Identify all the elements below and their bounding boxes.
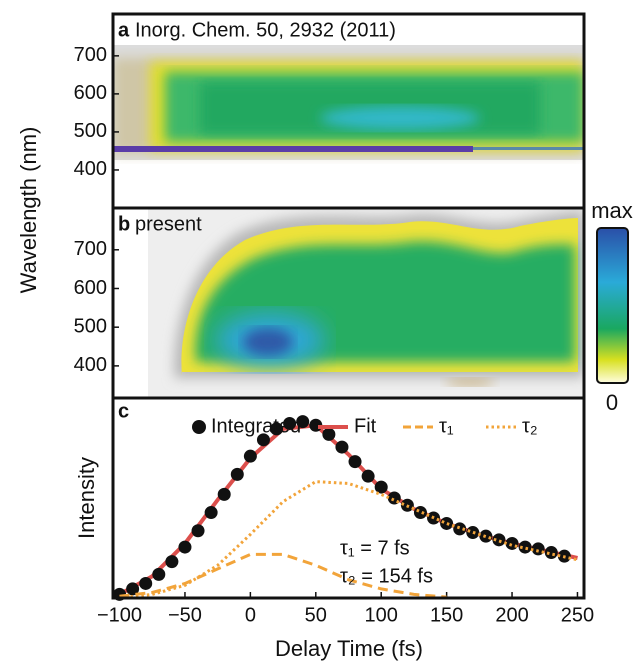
heatmap-a	[113, 45, 584, 160]
x-tick-label: 250	[561, 604, 594, 626]
data-point	[191, 524, 205, 538]
data-point	[453, 522, 467, 536]
legend-label: Integrated	[211, 415, 301, 437]
legend-marker	[192, 420, 206, 434]
data-point	[139, 576, 153, 590]
x-tick-label: −100	[97, 604, 142, 626]
data-point	[348, 455, 362, 469]
data-point	[505, 536, 519, 550]
y-tick-label: 400	[74, 158, 107, 180]
data-point	[178, 540, 192, 554]
y-tick-label: 600	[74, 82, 107, 104]
annotation: τ₁ = 7 fs	[340, 537, 410, 559]
y-tick-label: 400	[74, 354, 107, 376]
data-point	[544, 546, 558, 560]
legend-label: τ₁	[439, 415, 454, 437]
panel-frame	[111, 396, 586, 600]
heatmap-b	[148, 208, 584, 398]
data-point	[152, 567, 166, 581]
y-axis-label: Wavelength (nm)	[16, 127, 41, 294]
panel-title: present	[135, 213, 202, 235]
y-tick-label: 700	[74, 238, 107, 260]
x-tick-label: 0	[245, 604, 256, 626]
data-point	[322, 427, 336, 441]
data-point	[283, 416, 297, 430]
x-axis-label: Delay Time (fs)	[275, 636, 423, 661]
y-axis-label: Intensity	[74, 457, 99, 539]
data-point	[466, 526, 480, 540]
data-point	[126, 582, 140, 596]
data-point	[531, 542, 545, 556]
data-point	[387, 491, 401, 505]
colorbar-min: 0	[606, 390, 618, 415]
x-tick-label: −50	[168, 604, 202, 626]
data-point	[256, 433, 270, 447]
y-tick-label: 600	[74, 277, 107, 299]
y-tick-label: 700	[74, 44, 107, 66]
data-point	[243, 449, 257, 463]
data-point	[335, 440, 349, 454]
x-tick-label: 150	[430, 604, 463, 626]
line-dashed	[119, 552, 447, 599]
data-point	[413, 506, 427, 520]
annotation: τ₂ = 154 fs	[340, 565, 433, 587]
y-tick-label: 500	[74, 120, 107, 142]
x-tick-label: 100	[365, 604, 398, 626]
data-point	[440, 516, 454, 530]
x-tick-label: 50	[305, 604, 327, 626]
legend-label: Fit	[354, 415, 377, 437]
data-point	[361, 469, 375, 483]
colorbar-max: max	[591, 198, 633, 223]
data-point	[204, 506, 218, 520]
data-point	[492, 533, 506, 547]
data-point	[374, 480, 388, 494]
data-point	[217, 487, 231, 501]
colorbar	[596, 227, 629, 384]
legend-label: τ₂	[522, 415, 538, 437]
panel-title: Inorg. Chem. 50, 2932 (2011)	[135, 19, 396, 41]
data-point	[230, 467, 244, 481]
panel-label: b	[118, 213, 130, 235]
data-point	[165, 555, 179, 569]
panel-label: a	[118, 19, 130, 41]
y-tick-label: 500	[74, 315, 107, 337]
x-tick-label: 200	[495, 604, 528, 626]
panel-label: c	[118, 400, 129, 422]
data-point	[518, 540, 532, 554]
data-point	[296, 415, 310, 429]
data-point	[270, 422, 284, 436]
line-dotted	[119, 480, 578, 600]
